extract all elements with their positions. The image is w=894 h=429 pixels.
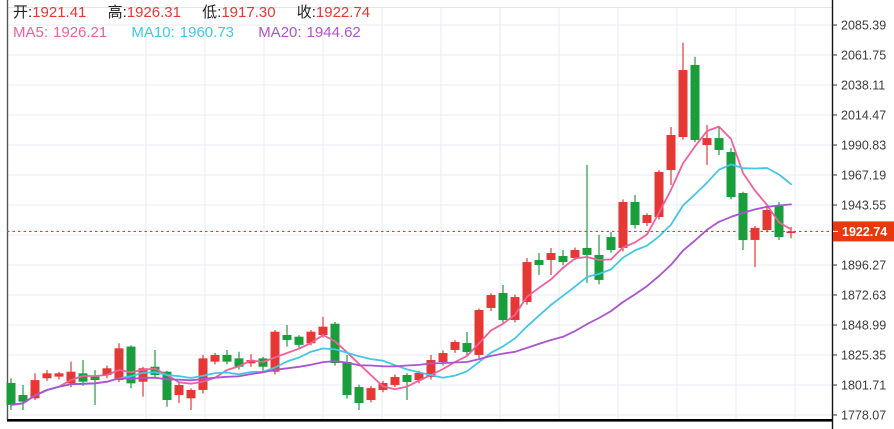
low-label: 低: [202,4,222,21]
close-label: 收: [296,4,316,21]
grid [7,8,832,420]
high-readout: 高:1926.31 [108,4,181,21]
candle [546,247,556,275]
candle [534,253,544,275]
candle [354,384,364,411]
ma20-line [10,203,792,406]
candle [726,148,736,200]
y-axis-label: 1896.27 [841,259,886,273]
ohlc-header: 开:1921.41 高:1926.31 低:1917.30 收:1922.74 [13,3,387,23]
y-axis-label: 2014.47 [841,109,886,123]
candle [474,308,484,358]
candle [510,294,520,323]
close-value: 1922.74 [315,4,371,21]
ma10-value: 1960.73 [179,24,235,41]
open-readout: 开:1921.41 [13,4,86,21]
y-axis-label: 1872.63 [841,289,886,303]
ma20-readout: MA20: 1944.62 [258,24,361,41]
candle [66,361,76,388]
candle [174,381,184,404]
candle [642,213,652,227]
candle [78,360,88,386]
ma5-readout: MA5: 1926.21 [13,24,107,41]
candle [18,385,28,411]
ma10-line [10,163,792,406]
candle [462,331,472,356]
high-label: 高: [107,4,127,21]
candle [114,343,124,383]
candle [750,226,760,267]
price-tag-value: 1922.74 [842,225,887,239]
ma5-value: 1926.21 [53,24,108,41]
candle [186,388,196,411]
y-axis-label: 2061.75 [841,49,886,63]
close-readout: 收:1922.74 [297,4,370,21]
candle [690,56,700,143]
candle [390,374,400,388]
price-tag: 1922.74 [833,221,894,242]
y-axis-label: 1801.71 [841,379,886,393]
y-axis-label: 2085.39 [841,19,886,33]
ma10-label: MA10: [131,24,175,41]
candle [762,205,772,233]
y-axis-label: 1990.83 [841,139,886,153]
candle [126,345,136,389]
low-readout: 低:1917.30 [202,4,275,21]
candle [282,324,292,347]
ma-header: MA5: 1926.21 MA10: 1960.73 MA20: 1944.62 [13,23,381,43]
open-value: 1921.41 [32,4,87,21]
candle [666,127,676,186]
candle [678,42,688,140]
y-axis: 2085.39 2061.75 2038.11 2014.47 1990.83 1967.… [832,19,886,423]
candle [606,231,616,253]
y-axis-label: 1967.19 [841,169,886,183]
y-axis-label: 1943.55 [841,199,886,213]
candle [54,371,64,380]
candle [618,199,628,252]
candle [222,349,232,365]
ma20-value: 1944.62 [306,24,361,41]
candle [738,191,748,250]
candle [714,127,724,156]
candle [102,365,112,379]
candle [210,352,220,365]
candle [162,370,172,407]
y-axis-label: 1778.07 [841,409,886,423]
y-axis-label: 1825.35 [841,349,886,363]
y-axis-label: 2038.11 [841,79,885,93]
ma20-label: MA20: [258,24,302,41]
ma5-label: MA5: [13,24,49,41]
candle [582,164,592,283]
candle [138,366,148,397]
open-label: 开: [13,4,33,21]
plot-frame [6,0,834,429]
low-value: 1917.30 [221,4,276,21]
candle [42,370,52,381]
candle [150,349,160,379]
candle [294,335,304,348]
candle [486,293,496,312]
y-axis-label: 1848.99 [841,319,886,333]
candle [630,195,640,229]
ma10-readout: MA10: 1960.73 [131,24,234,41]
candle [366,385,376,403]
ma5-line [10,125,792,406]
candle [498,285,508,323]
high-value: 1926.31 [126,4,181,21]
candle [258,356,268,371]
candle [558,249,568,266]
candle [198,354,208,394]
candle [330,321,340,366]
candle [450,340,460,353]
